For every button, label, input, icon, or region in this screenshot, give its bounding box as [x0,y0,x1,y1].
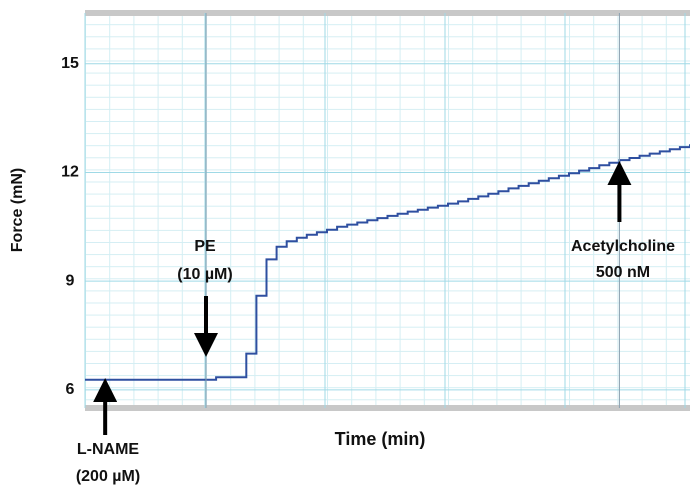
annotation: Acetylcholine [571,238,675,255]
annotation: (200 µM) [76,468,140,485]
x-axis-title: Time (min) [335,429,426,449]
y-tick-label: 9 [66,272,75,289]
force-trace [85,144,690,381]
top-border [85,10,690,16]
annotation: (10 µM) [177,266,232,283]
annotation: PE [194,238,216,255]
annotation: L-NAME [77,441,140,458]
y-tick-label: 12 [61,164,79,181]
y-axis-title: Force (mN) [9,168,26,252]
minor-grid [85,13,690,408]
y-tick-label: 6 [66,381,75,398]
annotation: 500 nM [596,264,650,281]
bottom-border [85,405,690,411]
y-tick-label: 15 [61,55,79,72]
